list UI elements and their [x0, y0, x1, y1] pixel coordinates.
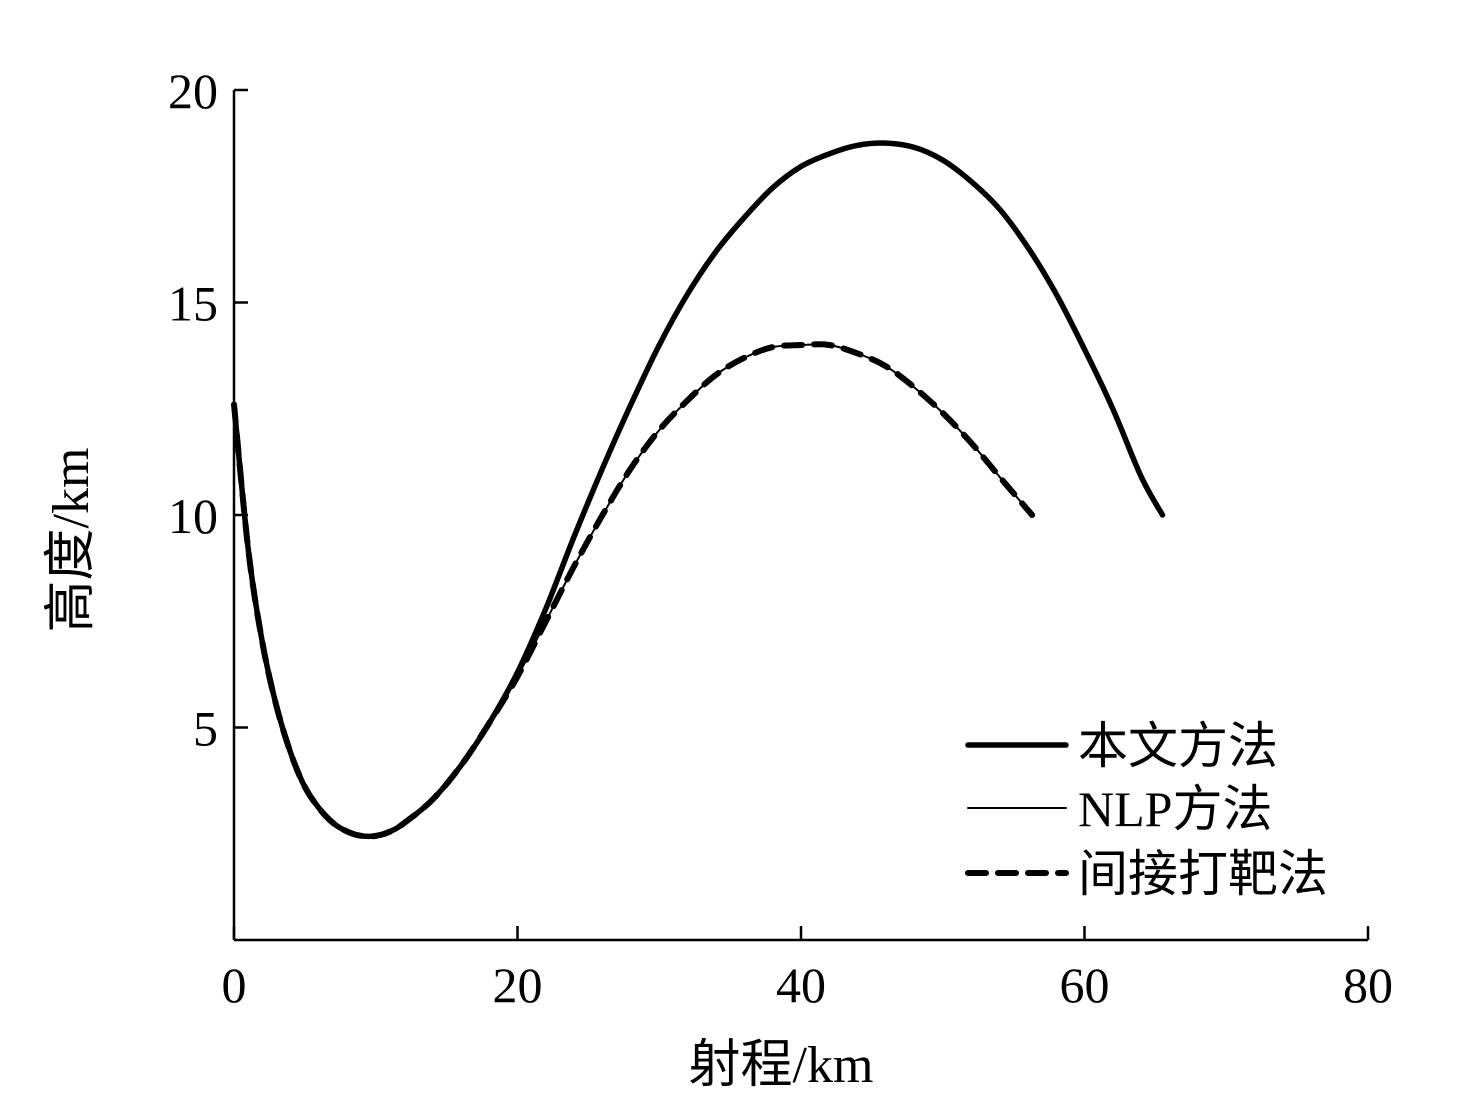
y-axis-title: 高度/km [43, 448, 100, 633]
x-ticks: 0 20 40 60 80 [222, 926, 1393, 1013]
x-tick-label: 40 [776, 957, 826, 1013]
x-tick-label: 60 [1060, 957, 1110, 1013]
y-ticks: 5 10 15 20 [168, 63, 248, 757]
series-line-solid-thick [231, 140, 1166, 840]
x-tick-label: 80 [1343, 957, 1393, 1013]
x-tick-label: 0 [222, 957, 247, 1013]
legend-label-series-0: 本文方法 [1078, 718, 1278, 774]
x-tick-label: 20 [493, 957, 543, 1013]
series-line-dashed [231, 341, 1036, 840]
y-tick-label: 15 [168, 276, 218, 332]
x-axis-title: 射程/km [689, 1037, 874, 1094]
series-line-solid-thin [233, 343, 1034, 838]
y-tick-label: 10 [168, 488, 218, 544]
series-group [231, 140, 1166, 840]
legend-label-series-2: 间接打靶法 [1078, 846, 1328, 902]
y-tick-label: 5 [193, 701, 218, 757]
legend-label-series-1: NLP方法 [1078, 781, 1272, 837]
y-tick-label: 20 [168, 63, 218, 119]
legend: 本文方法 NLP方法 间接打靶法 [965, 718, 1328, 902]
